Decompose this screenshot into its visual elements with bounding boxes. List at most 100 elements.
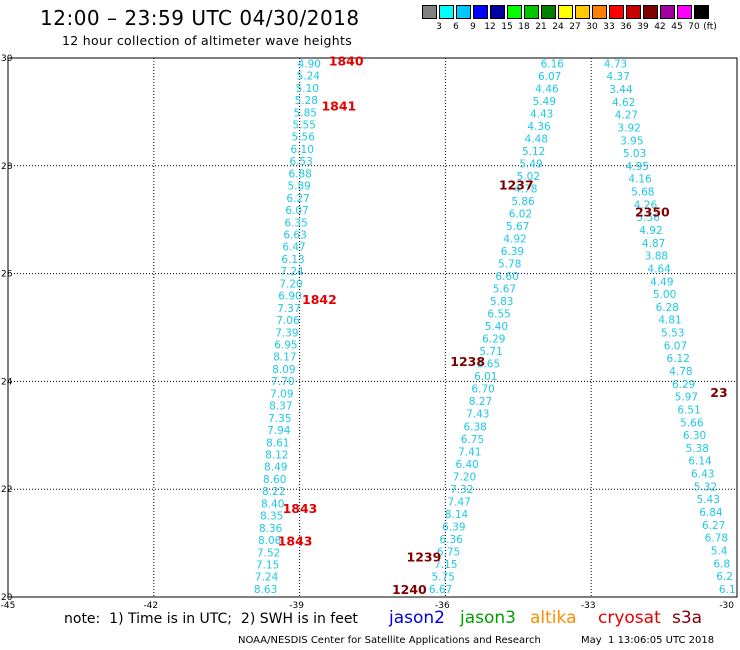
swh-value-label: 6.67 (429, 584, 452, 596)
legend-bin-label: 70 (688, 22, 700, 32)
swh-value-label: 8.36 (259, 523, 283, 535)
legend-bin-label: 12 (484, 22, 496, 32)
swh-value-label: 5.75 (432, 571, 455, 583)
swh-value-label: 4.37 (607, 71, 630, 83)
lon-tick-label: -30 (719, 601, 734, 611)
swh-value-label: 4.78 (514, 184, 537, 196)
legend-unit: (ft) (703, 22, 717, 32)
legend-bin-label: 24 (552, 22, 564, 32)
swh-value-label: 6.47 (282, 242, 305, 254)
legend-bin-label: 21 (535, 22, 547, 32)
swh-value-label: 5.03 (623, 148, 646, 160)
swh-value-label: 5.00 (653, 289, 676, 301)
swh-value-label: 6.07 (664, 340, 687, 352)
legend-swatch (524, 5, 539, 19)
pass-time-label: 1240 (392, 582, 427, 597)
swh-value-label: 8.06 (258, 535, 282, 547)
legend-bin-label: 36 (620, 22, 632, 32)
swh-value-label: 7.37 (277, 303, 300, 315)
swh-value-label: 7.41 (458, 446, 481, 458)
satellite-label-jason3: jason3 (460, 608, 516, 628)
swh-value-label: 6.36 (439, 534, 463, 546)
swh-value-label: 4.16 (628, 174, 652, 186)
legend-swatch (558, 5, 573, 19)
swh-value-label: 7.15 (256, 559, 279, 571)
swh-value-label: 5.71 (479, 346, 502, 358)
swh-value-label: 5.86 (511, 196, 535, 208)
swh-value-label: 6.55 (487, 309, 510, 321)
swh-value-label: 6.95 (274, 339, 297, 351)
swh-value-label: 5.38 (686, 443, 709, 455)
legend-bin-label: 39 (637, 22, 649, 32)
swh-value-label: 8.37 (269, 401, 292, 413)
swh-value-label: 6.07 (538, 71, 561, 83)
lon-tick-label: -42 (143, 601, 158, 611)
legend-bin-label: 33 (603, 22, 615, 32)
swh-value-label: 6.14 (688, 456, 712, 468)
swh-value-label: 6.27 (702, 520, 725, 532)
swh-value-label: 6.30 (683, 430, 706, 442)
swh-value-label: 6.60 (495, 271, 518, 283)
swh-value-label: 6.63 (283, 229, 306, 241)
swh-value-label: 5.53 (661, 328, 684, 340)
lon-tick-label: -33 (581, 601, 596, 611)
swh-value-label: 4.26 (634, 199, 658, 211)
swh-value-label: 6.38 (463, 421, 486, 433)
swh-value-label: 8.27 (469, 396, 492, 408)
swh-value-label: 8.35 (260, 511, 283, 523)
page-title: 12:00 – 23:59 UTC 04/30/2018 (40, 6, 360, 30)
legend-swatch (490, 5, 505, 19)
lat-tick-label: 24 (1, 377, 13, 387)
pass-time-label: 1239 (407, 550, 442, 565)
legend-swatch (422, 5, 437, 19)
legend-bin-label: 3 (436, 22, 442, 32)
pass-time-label: 1237 (499, 178, 534, 193)
swh-value-label: 5.68 (631, 187, 654, 199)
swh-value-label: 5.28 (295, 95, 318, 107)
swh-value-label: 5.32 (694, 481, 717, 493)
pass-time-label: 1842 (302, 292, 337, 307)
legend-swatch (575, 5, 590, 19)
swh-value-label: 6.35 (284, 217, 307, 229)
swh-value-label: 8.22 (262, 486, 285, 498)
lat-tick-label: 26 (1, 270, 13, 280)
swh-value-label: 5.4 (711, 545, 728, 557)
swh-value-label: 6.07 (285, 205, 308, 217)
pass-time-label: 1841 (321, 98, 356, 113)
swh-value-label: 4.78 (669, 366, 692, 378)
swh-value-label: 6.88 (288, 168, 311, 180)
swh-value-label: 7.24 (280, 266, 304, 278)
swh-value-label: 7.52 (257, 547, 280, 559)
swh-value-label: 4.87 (642, 238, 665, 250)
swh-value-label: 8.60 (263, 474, 286, 486)
swh-value-label: 5.97 (675, 392, 698, 404)
swh-value-label: 6.29 (482, 334, 505, 346)
lat-tick-label: 22 (1, 485, 12, 495)
satellite-label-s3a: s3a (672, 608, 703, 628)
swh-value-label: 4.43 (530, 108, 553, 120)
swh-value-label: 6.27 (286, 193, 309, 205)
swh-value-label: 6.43 (691, 469, 714, 481)
swh-value-label: 7.20 (279, 278, 302, 290)
legend-bin-label: 6 (453, 22, 459, 32)
lon-tick-label: -36 (435, 601, 450, 611)
swh-value-label: 8.49 (264, 462, 287, 474)
lat-tick-label: 20 (1, 593, 13, 603)
satellite-label-cryosat: cryosat (598, 608, 661, 628)
swh-value-label: 4.62 (612, 97, 635, 109)
legend-bin-label: 42 (654, 22, 666, 32)
swh-value-label: 8.40 (261, 498, 284, 510)
swh-value-label: 6.28 (656, 302, 679, 314)
swh-value-label: 8.61 (266, 437, 289, 449)
swh-value-label: 4.27 (615, 110, 638, 122)
pass-time-label: 1843 (278, 533, 313, 548)
swh-value-label: 5.12 (522, 146, 545, 158)
swh-value-label: 7.43 (466, 409, 489, 421)
swh-value-label: 6.78 (705, 533, 728, 545)
swh-value-label: 4.36 (527, 121, 551, 133)
legend-bin-label: 15 (501, 22, 513, 32)
pass-time-label: 2350 (635, 205, 670, 220)
swh-value-label: 6.53 (289, 156, 312, 168)
swh-value-label: 3.92 (617, 122, 640, 134)
